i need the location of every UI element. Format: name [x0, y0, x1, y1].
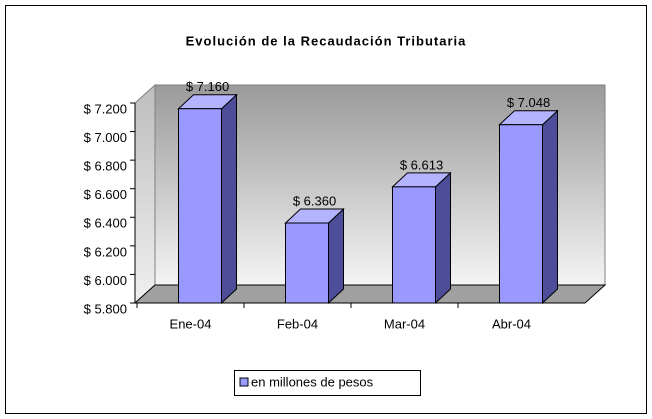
y-tick-label: $ 6.600: [84, 187, 127, 202]
data-label: $ 6.613: [400, 157, 443, 172]
y-tick-label: $ 7.000: [84, 130, 127, 145]
x-tick-label: Feb-04: [277, 316, 318, 331]
legend-swatch: [239, 377, 249, 387]
y-tick-label: $ 6.200: [84, 244, 127, 259]
bar: [285, 222, 329, 304]
y-tick-label: $ 6.800: [84, 159, 127, 174]
bar: [178, 108, 222, 304]
x-tick-label: Mar-04: [384, 316, 425, 331]
y-tick-label: $ 5.800: [84, 301, 127, 316]
bar-side: [328, 207, 344, 305]
bar: [392, 186, 436, 304]
bar: [499, 124, 543, 304]
bar-side: [542, 109, 558, 305]
y-tick-label: $ 7.200: [84, 101, 127, 116]
y-tick-label: $ 6.400: [84, 216, 127, 231]
x-tick-label: Ene-04: [170, 316, 212, 331]
bar-side: [221, 93, 237, 305]
data-label: $ 6.360: [293, 193, 336, 208]
side-wall: [134, 83, 156, 305]
chart-title: Evolución de la Recaudación Tributaria: [186, 33, 467, 48]
legend-label: en millones de pesos: [251, 374, 374, 389]
x-tick-label: Abr-04: [492, 316, 531, 331]
data-label: $ 7.048: [507, 95, 550, 110]
legend-box: [234, 370, 421, 396]
data-label: $ 7.160: [186, 79, 229, 94]
y-tick-label: $ 6.000: [84, 273, 127, 288]
bar-side: [435, 171, 451, 305]
